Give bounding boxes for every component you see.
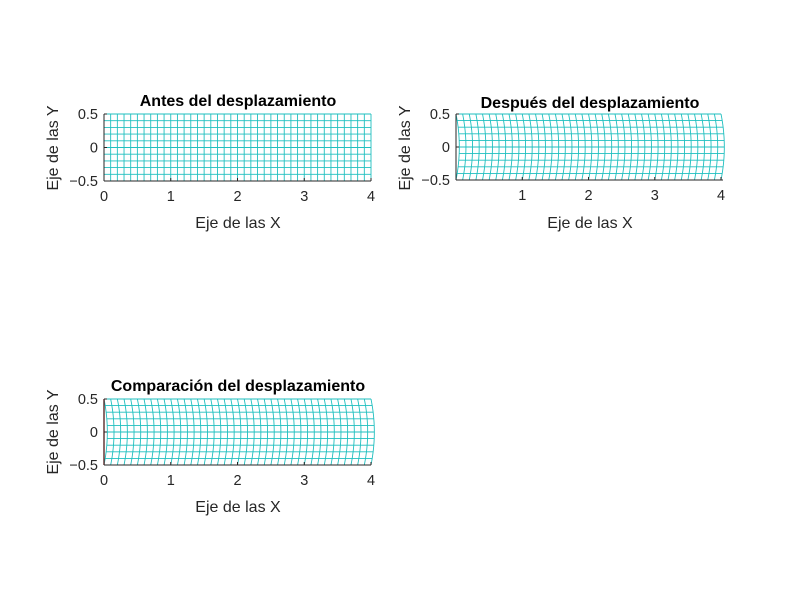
plot-area: 0 1 2 3 4−0.500.5 [69, 392, 375, 489]
x-tick-label: 3 [300, 189, 308, 205]
x-axis-label: Eje de las X [547, 215, 633, 232]
y-axis-label: Eje de las Y [397, 105, 414, 190]
x-tick-label: 3 [300, 473, 308, 489]
y-tick-label: 0.5 [430, 107, 450, 123]
x-tick-label: 1 [518, 188, 526, 204]
y-tick-label: 0 [442, 140, 450, 156]
x-tick-label: 2 [584, 188, 592, 204]
x-tick-label: 4 [367, 189, 375, 205]
subplot-comparacion: Comparación del desplazamiento Eje de la… [45, 378, 375, 516]
x-tick-label: 4 [367, 473, 375, 489]
plot-area: 0 1 2 3 4−0.500.5 [69, 107, 375, 205]
chart-title: Después del desplazamiento [481, 95, 700, 112]
x-tick-label: 1 [167, 189, 175, 205]
y-tick-label: −0.5 [69, 458, 98, 474]
x-tick-label: 2 [233, 189, 241, 205]
subplot-despues: Después del desplazamiento Eje de las X … [397, 95, 725, 232]
x-tick-label: 2 [233, 473, 241, 489]
chart-title: Comparación del desplazamiento [111, 378, 366, 395]
y-tick-label: −0.5 [69, 174, 98, 190]
x-tick-label: 3 [651, 188, 659, 204]
y-tick-label: 0.5 [78, 392, 98, 408]
subplot-antes: Antes del desplazamiento Eje de las X Ej… [45, 93, 375, 232]
axes [455, 113, 723, 181]
chart-title: Antes del desplazamiento [140, 93, 337, 110]
x-tick-label: 0 [100, 473, 108, 489]
y-axis-label: Eje de las Y [45, 105, 62, 190]
axes [103, 398, 372, 466]
y-tick-label: 0.5 [78, 107, 98, 123]
y-tick-label: −0.5 [421, 173, 450, 189]
y-axis-label: Eje de las Y [45, 389, 62, 474]
x-tick-label: 4 [717, 188, 725, 204]
mesh [103, 113, 372, 182]
x-tick-label: 0 [100, 189, 108, 205]
y-tick-label: 0 [90, 141, 98, 157]
y-tick-label: 0 [90, 425, 98, 441]
x-axis-label: Eje de las X [195, 215, 281, 232]
axes [103, 113, 372, 182]
x-axis-label: Eje de las X [195, 499, 281, 516]
plot-area: 1 2 3 4 −0.5 0 0.5 [421, 107, 725, 204]
x-tick-label: 1 [167, 473, 175, 489]
